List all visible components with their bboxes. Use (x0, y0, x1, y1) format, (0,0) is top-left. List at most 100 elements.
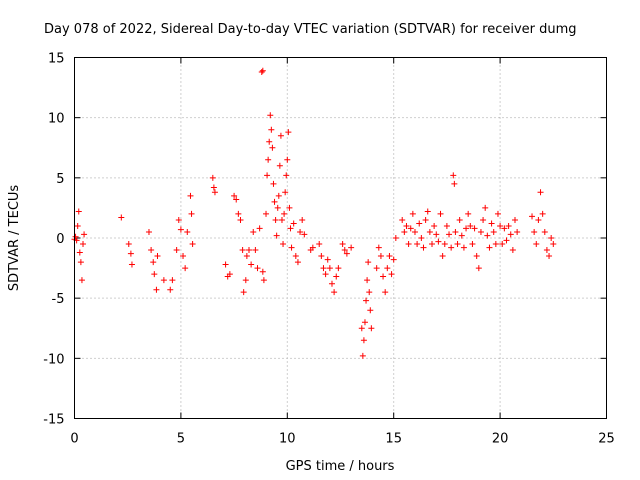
data-point (501, 225, 508, 232)
data-point (475, 265, 482, 272)
data-point (271, 198, 278, 205)
data-point (366, 289, 373, 296)
data-point (390, 256, 397, 263)
data-point (364, 277, 371, 284)
data-point (326, 265, 333, 272)
data-point (460, 244, 467, 251)
data-point (550, 241, 557, 248)
data-point (127, 250, 134, 257)
data-point (275, 192, 282, 199)
data-point (543, 247, 550, 254)
data-point (75, 208, 82, 215)
data-point (292, 253, 299, 260)
data-point (482, 204, 489, 211)
data-point (358, 325, 365, 332)
data-point (258, 68, 265, 75)
data-point (128, 261, 135, 268)
data-point (274, 204, 281, 211)
data-point (405, 241, 412, 248)
x-tick-label: 20 (492, 432, 509, 447)
data-point (535, 216, 542, 223)
data-point (167, 286, 174, 293)
data-point (254, 265, 261, 272)
data-point (252, 247, 259, 254)
data-point (401, 228, 408, 235)
data-point (375, 244, 382, 251)
data-point (211, 189, 218, 196)
data-point (467, 222, 474, 229)
data-point (269, 144, 276, 151)
data-point (316, 241, 323, 248)
data-point (424, 208, 431, 215)
data-point (248, 261, 255, 268)
data-point (548, 235, 555, 241)
data-point (260, 277, 267, 284)
data-point (507, 231, 514, 238)
data-point (250, 228, 257, 235)
data-point (386, 253, 393, 260)
data-point (177, 226, 184, 233)
data-point (450, 172, 457, 179)
data-point (492, 241, 499, 248)
data-point (268, 126, 275, 133)
data-point (469, 241, 476, 248)
data-point (380, 273, 387, 280)
data-point (533, 241, 540, 248)
y-tick-label: -15 (43, 413, 64, 428)
data-point (145, 228, 152, 235)
data-point (264, 172, 271, 179)
data-point (343, 250, 350, 257)
data-point (294, 259, 301, 266)
data-point (367, 307, 374, 314)
data-point (209, 174, 216, 181)
data-point (503, 237, 510, 244)
data-point (125, 241, 132, 248)
data-point (494, 210, 501, 217)
grid-lines (74, 57, 607, 419)
data-point (426, 228, 433, 235)
data-point (160, 277, 167, 284)
data-point (392, 235, 399, 241)
data-point (488, 220, 495, 227)
data-point (189, 241, 196, 248)
data-point (77, 259, 84, 266)
data-point (322, 271, 329, 278)
data-point (429, 241, 436, 248)
data-point (237, 216, 244, 223)
y-tick-label: -5 (52, 292, 65, 307)
data-point (153, 286, 160, 293)
data-point (80, 241, 87, 248)
x-tick-label: 0 (70, 432, 78, 447)
data-point (431, 222, 438, 229)
data-point (76, 249, 83, 256)
data-point (471, 225, 478, 232)
data-point (309, 244, 316, 251)
data-point (382, 289, 389, 296)
data-point (537, 189, 544, 196)
data-point (373, 265, 380, 272)
x-tick-label: 25 (598, 432, 615, 447)
data-point (403, 222, 410, 229)
data-point (256, 225, 263, 232)
y-tick-label: 10 (48, 112, 65, 127)
x-tick-label: 15 (385, 432, 402, 447)
data-point (473, 253, 480, 260)
data-point (458, 232, 465, 239)
data-point (497, 222, 504, 229)
chart-title: Day 078 of 2022, Sidereal Day-to-day VTE… (44, 22, 577, 37)
data-point (118, 214, 125, 221)
data-point (267, 112, 274, 119)
data-point (169, 277, 176, 284)
data-point (422, 216, 429, 223)
data-point (328, 280, 335, 287)
data-point (297, 228, 304, 235)
data-point (416, 220, 423, 227)
data-point (265, 156, 272, 163)
data-point (480, 216, 487, 223)
data-point (182, 265, 189, 272)
data-point (151, 271, 158, 278)
data-point (284, 156, 291, 163)
data-point (443, 222, 450, 229)
x-axis-label: GPS time / hours (286, 459, 395, 474)
data-point (531, 228, 538, 235)
